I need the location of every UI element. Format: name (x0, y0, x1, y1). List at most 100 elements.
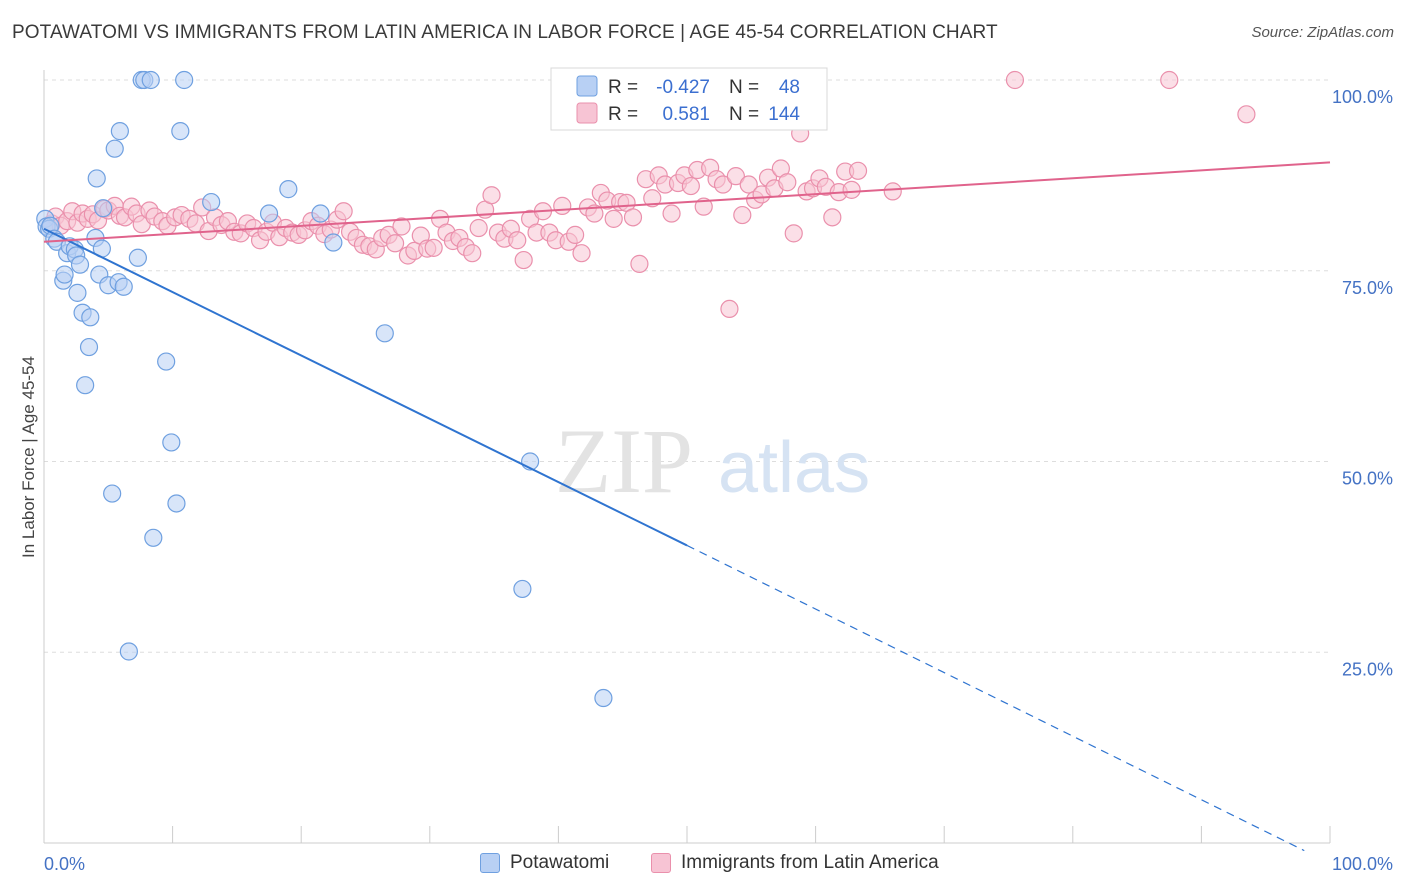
legend-label-potawatomi: Potawatomi (510, 852, 610, 873)
y-tick-label-1: 50.0% (1342, 469, 1393, 489)
potawatomi-point-29 (119, 642, 138, 661)
stats-legend: R = -0.427 N = 48 R = 0.581 N = 144 (550, 67, 828, 131)
legend-item-potawatomi[interactable]: Potawatomi (480, 852, 609, 874)
potawatomi-point-37 (167, 494, 186, 513)
latin-america-point-109 (726, 167, 745, 186)
potawatomi-point-24 (103, 484, 122, 503)
svg-text:N =: N = (729, 77, 759, 98)
latin-america-point-130 (1005, 70, 1025, 90)
potawatomi-point-30 (128, 248, 147, 267)
chart-title: POTAWATOMI VS IMMIGRANTS FROM LATIN AMER… (12, 22, 998, 43)
latin-america-point-82 (553, 196, 572, 215)
latin-america-point-132 (1237, 105, 1256, 124)
latin-america-point-48 (334, 202, 353, 221)
potawatomi-point-17 (81, 308, 100, 327)
potawatomi-point-41 (259, 204, 279, 223)
potawatomi-point-7 (55, 265, 74, 284)
x-ticks (43, 826, 1331, 843)
potawatomi-point-22 (94, 199, 113, 218)
latin-america-point-76 (514, 250, 533, 270)
svg-text:R =: R = (608, 77, 638, 98)
potawatomi-point-34 (144, 528, 163, 547)
latin-america-point-102 (681, 176, 700, 196)
latin-america-point-57 (392, 217, 411, 236)
potawatomi-point-27 (110, 122, 129, 141)
latin-america-point-62 (424, 238, 443, 257)
latin-america-point-84 (566, 225, 585, 244)
y-tick-label-2: 75.0% (1342, 278, 1393, 298)
potawatomi-point-39 (175, 70, 194, 90)
legend-r-latin-america: 0.581 (662, 104, 710, 125)
svg-text:N =: N = (729, 104, 759, 125)
latin-america-point-124 (823, 208, 842, 227)
svg-text:R =: R = (608, 104, 638, 125)
x-tick-label-min: 0.0% (44, 854, 85, 874)
latin-america-point-118 (784, 224, 803, 243)
latin-america-point-94 (630, 254, 649, 273)
latin-america-point-75 (508, 231, 527, 250)
potawatomi-point-48 (594, 688, 613, 708)
latin-america-point-93 (623, 208, 643, 227)
series-potawatomi-points (36, 70, 613, 708)
potawatomi-point-19 (87, 169, 106, 188)
potawatomi-point-43 (311, 204, 330, 223)
latin-america-point-111 (739, 175, 758, 194)
potawatomi-point-44 (324, 233, 343, 252)
gridlines (44, 79, 1330, 653)
latin-america-point-127 (842, 180, 861, 199)
latin-america-point-117 (778, 173, 797, 192)
legend-swatch-potawatomi (576, 75, 598, 97)
latin-america-point-131 (1160, 70, 1179, 90)
potawatomi-point-42 (279, 180, 298, 199)
latin-america-point-104 (694, 197, 713, 216)
legend-swatch-latin-america (576, 102, 598, 124)
potawatomi-point-33 (141, 70, 160, 90)
legend-n-latin-america: 144 (768, 104, 800, 125)
legend-r-potawatomi: -0.427 (656, 77, 710, 98)
latin-america-point-69 (469, 218, 488, 238)
y-axis-label: In Labor Force | Age 45-54 (19, 356, 38, 558)
potawatomi-point-28 (114, 277, 133, 296)
y-tick-labels: 25.0% 50.0% 75.0% 100.0% (1332, 87, 1393, 679)
latin-america-point-87 (585, 204, 604, 223)
series-legend: Potawatomi Immigrants from Latin America (0, 852, 1406, 878)
trend-line-latin-america (43, 161, 1331, 243)
source-label: Source: ZipAtlas.com (1251, 24, 1394, 41)
potawatomi-point-38 (171, 122, 190, 141)
potawatomi-point-15 (76, 376, 95, 395)
latin-america-point-68 (463, 244, 482, 263)
legend-item-latin-america[interactable]: Immigrants from Latin America (651, 852, 939, 874)
trend-line-potawatomi (43, 227, 688, 547)
potawatomi-point-16 (79, 337, 99, 357)
trend-line-potawatomi-extension (686, 544, 1305, 852)
latin-america-point-96 (643, 189, 662, 208)
latin-america-point-107 (713, 175, 733, 194)
trend-lines (43, 161, 1331, 852)
latin-america-point-71 (482, 186, 501, 205)
y-tick-label-0: 25.0% (1342, 659, 1393, 679)
watermark: ZIP atlas (555, 410, 870, 512)
series-latin-america-points (42, 70, 1256, 318)
watermark-atlas: atlas (718, 428, 870, 508)
potawatomi-point-25 (105, 139, 124, 158)
latin-america-point-56 (385, 234, 405, 253)
latin-america-point-90 (604, 209, 623, 228)
latin-america-point-129 (883, 182, 902, 201)
latin-america-point-108 (720, 299, 739, 318)
latin-america-point-128 (848, 161, 868, 180)
watermark-zip: ZIP (555, 410, 693, 512)
legend-label-latin-america: Immigrants from Latin America (681, 852, 939, 873)
legend-swatch-latin-america-bottom (651, 853, 671, 873)
potawatomi-point-13 (70, 255, 90, 274)
potawatomi-point-12 (68, 283, 87, 302)
latin-america-point-99 (662, 204, 681, 223)
legend-n-potawatomi: 48 (779, 77, 800, 98)
y-tick-label-3: 100.0% (1332, 87, 1393, 107)
latin-america-point-110 (733, 205, 752, 225)
potawatomi-point-40 (202, 192, 221, 212)
potawatomi-point-35 (157, 352, 176, 371)
potawatomi-point-46 (513, 579, 532, 599)
x-tick-label-max: 100.0% (1332, 854, 1393, 874)
potawatomi-point-45 (375, 324, 394, 343)
